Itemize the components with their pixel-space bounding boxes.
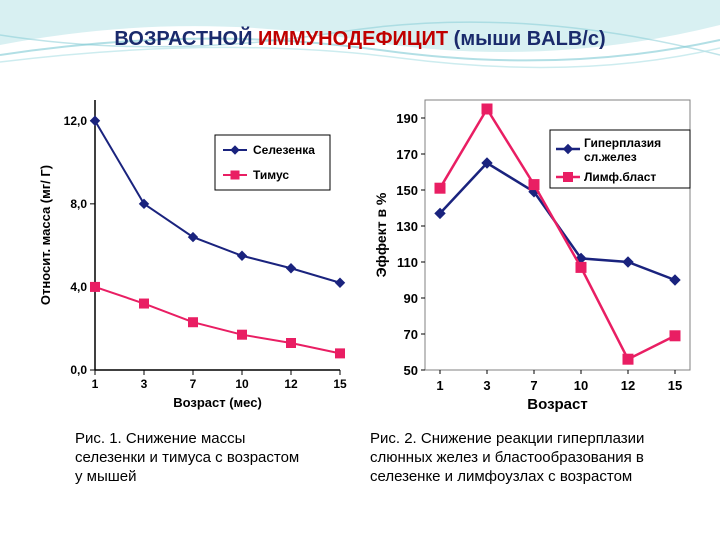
svg-text:7: 7 <box>190 377 197 391</box>
svg-text:3: 3 <box>483 378 490 393</box>
svg-text:15: 15 <box>668 378 682 393</box>
svg-text:8,0: 8,0 <box>70 197 87 211</box>
chart-1: 0,0 4,0 8,0 12,0 1 3 7 10 12 15 Относит. масса (мг… <box>30 85 350 415</box>
svg-text:50: 50 <box>404 363 418 378</box>
svg-text:Тимус: Тимус <box>253 168 289 182</box>
svg-text:130: 130 <box>396 219 418 234</box>
svg-text:12: 12 <box>621 378 635 393</box>
svg-text:10: 10 <box>574 378 588 393</box>
svg-text:Селезенка: Селезенка <box>253 143 315 157</box>
svg-text:сл.желез: сл.желез <box>584 150 637 164</box>
svg-text:1: 1 <box>92 377 99 391</box>
svg-text:Гиперплазия: Гиперплазия <box>584 136 661 150</box>
svg-text:170: 170 <box>396 147 418 162</box>
title-part1: ВОЗРАСТНОЙ <box>114 28 258 50</box>
svg-text:Возраст (мес): Возраст (мес) <box>173 395 262 410</box>
caption-1: Рис. 1. Снижение массы селезенки и тимус… <box>75 430 305 486</box>
svg-text:4,0: 4,0 <box>70 280 87 294</box>
svg-text:3: 3 <box>141 377 148 391</box>
caption-2: Рис. 2. Снижение реакции гиперплазии слю… <box>370 430 700 486</box>
svg-text:70: 70 <box>404 327 418 342</box>
chart-2: 50 70 90 110 130 150 170 190 1 3 7 10 12 15 Эффект в %… <box>370 85 700 415</box>
svg-text:10: 10 <box>235 377 249 391</box>
svg-text:7: 7 <box>530 378 537 393</box>
title-part2: (мыши BALB/c) <box>448 28 606 50</box>
title-red: ИММУНОДЕФИЦИТ <box>258 28 448 50</box>
svg-text:Эффект в %: Эффект в % <box>373 192 389 277</box>
svg-text:190: 190 <box>396 111 418 126</box>
svg-text:12: 12 <box>284 377 298 391</box>
svg-text:110: 110 <box>397 255 418 270</box>
svg-text:12,0: 12,0 <box>64 114 88 128</box>
page-title: ВОЗРАСТНОЙ ИММУНОДЕФИЦИТ (мыши BALB/c) <box>0 28 720 51</box>
svg-text:0,0: 0,0 <box>70 363 87 377</box>
svg-text:90: 90 <box>404 291 418 306</box>
svg-text:Лимф.бласт: Лимф.бласт <box>584 170 656 184</box>
svg-text:150: 150 <box>396 183 418 198</box>
svg-text:Возраст: Возраст <box>527 396 587 413</box>
svg-text:1: 1 <box>436 378 443 393</box>
svg-text:Относит. масса (мг/ Г): Относит. масса (мг/ Г) <box>38 165 53 305</box>
svg-text:15: 15 <box>333 377 347 391</box>
